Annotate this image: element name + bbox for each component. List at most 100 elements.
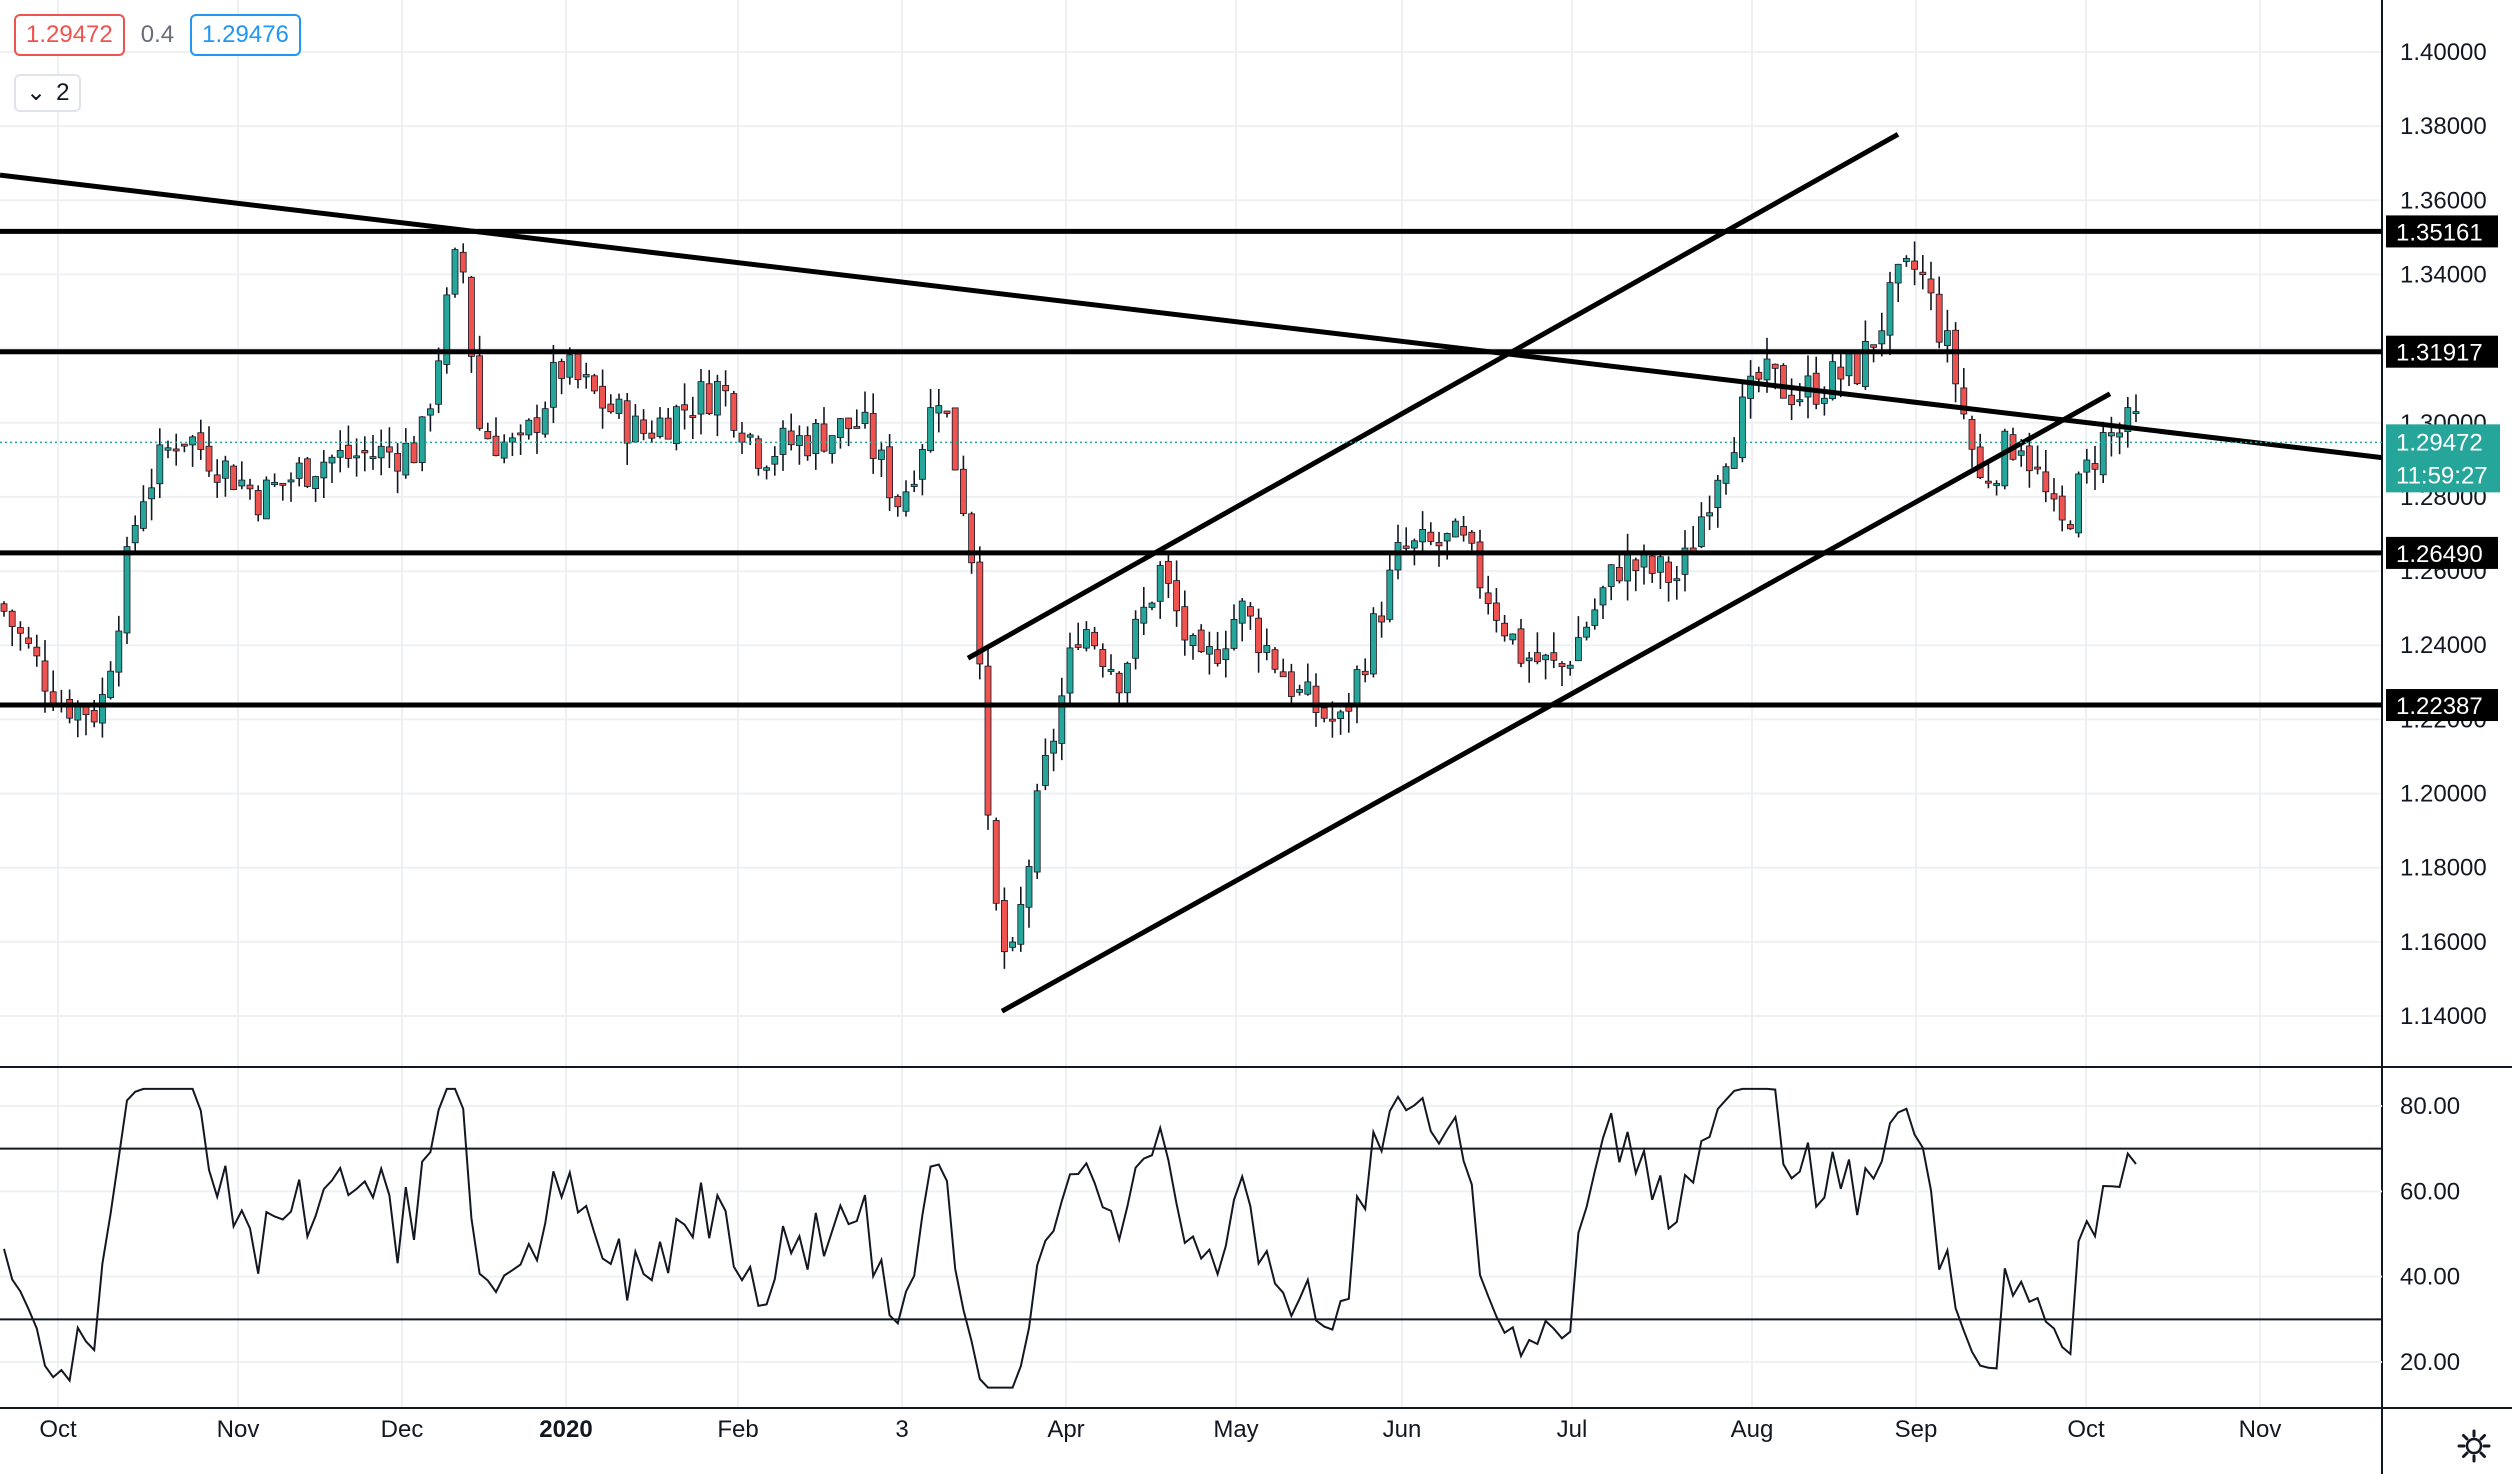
candle [0,601,8,617]
candle [648,420,656,444]
candle-body [820,423,828,452]
candle-body [1107,669,1115,672]
indicators-collapse-button[interactable]: ⌄ 2 [14,74,82,112]
candle-body [1091,631,1098,647]
time-axis-label: Dec [381,1416,424,1443]
candle-body [1927,278,1935,294]
candle [2124,396,2132,448]
bid-price-button[interactable]: 1.29472 [14,14,125,56]
candle-body [886,446,893,499]
candle [197,419,205,460]
candle-body [1452,520,1459,538]
candle [927,388,934,453]
candle-body [148,487,156,500]
candle-body [33,646,41,657]
candle-body [1747,375,1754,399]
candle [1165,553,1172,599]
candle [1099,643,1107,678]
candle-body [1952,329,1959,385]
candle [828,435,836,464]
candle [1837,354,1845,398]
candle-body [1780,365,1787,399]
candle [951,407,959,471]
candle-body [2083,459,2091,473]
time-axis-label: Apr [1047,1416,1084,1443]
candle [8,609,16,647]
candle-body [902,491,910,512]
candle [1952,322,1959,403]
candle-body [254,490,262,516]
ask-price-button[interactable]: 1.29476 [190,14,301,56]
candle-body [1058,695,1066,744]
candle-body [935,405,943,414]
candle [1747,360,1754,419]
candle-body [1821,397,1828,404]
candle-body [1402,545,1410,549]
candle [1501,614,1508,642]
time-axis-label: 2020 [539,1416,592,1443]
candle [1001,887,1008,969]
price-axis-label: 1.36000 [2400,187,2487,214]
time-axis-label: Jul [1557,1416,1588,1443]
candle-body [1476,541,1484,589]
candle-body [107,670,114,698]
candle-body [2017,450,2025,456]
candle [1665,556,1672,602]
candle-body [1739,396,1746,459]
candle-body [230,465,238,491]
candle-body [1378,615,1385,623]
candle [1361,658,1369,683]
candle [910,470,918,493]
candle [869,393,877,474]
candle [1509,633,1517,645]
candle-body [451,249,459,295]
candle [467,275,475,373]
candle-body [1648,555,1656,574]
candle [2066,520,2074,530]
candle-body [41,660,49,692]
candle-body [394,453,402,472]
candle [787,413,795,451]
candle-body [837,418,844,438]
candle-body [878,449,885,460]
candle-body [1714,479,1722,508]
candle-body [992,820,1000,904]
candle [1878,312,1886,357]
candle [1788,378,1795,421]
candle [246,478,254,500]
candle-body [123,546,131,634]
candle-body [763,467,770,471]
candle-body [1279,671,1287,678]
candle [115,615,123,687]
candle-body [845,417,852,430]
candle [853,409,861,429]
candle-body [16,627,24,634]
candle-body [99,694,106,724]
candle-body [1148,602,1156,608]
candle [287,472,295,502]
candle [763,465,770,480]
candle-body [1181,606,1189,641]
candle-body [1903,257,1910,262]
candle-body [632,415,639,443]
candle [935,388,943,433]
gear-icon[interactable] [2456,1428,2492,1464]
candle [1493,587,1500,633]
candle-body [1599,587,1607,606]
candle-body [689,415,697,418]
candle-body [1673,578,1681,582]
candle-body [1870,344,1877,348]
candle-body [599,385,606,409]
candle [1714,475,1722,528]
candle [1304,663,1312,696]
candle [746,432,754,446]
price-axis-label: 1.14000 [2400,1003,2487,1030]
candle-body [435,360,443,405]
candle-body [139,501,147,529]
candle [1156,561,1164,619]
time-axis-label: Feb [717,1416,758,1443]
candle [550,344,557,424]
candle [312,475,320,502]
